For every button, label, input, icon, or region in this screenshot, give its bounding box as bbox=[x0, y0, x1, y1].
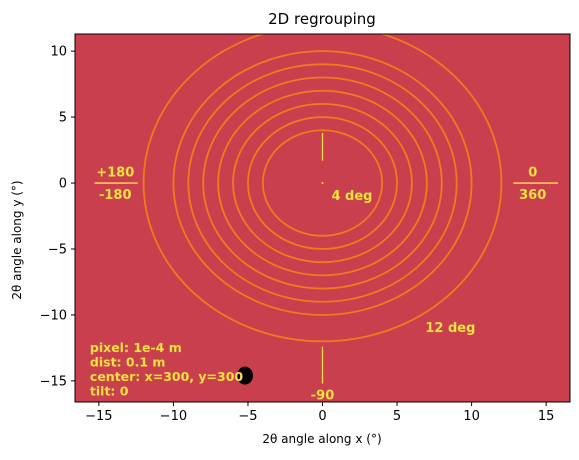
ring-3 bbox=[232, 103, 413, 264]
y-tick-label: 10 bbox=[50, 45, 67, 60]
x-tick-label: 5 bbox=[393, 409, 401, 424]
x-tick-label: 15 bbox=[538, 409, 555, 424]
x-axis-label: 2θ angle along x (°) bbox=[262, 432, 381, 446]
x-tick-label: −15 bbox=[85, 409, 112, 424]
x-tick-label: 10 bbox=[463, 409, 480, 424]
info-line-2: dist: 0.1 m bbox=[90, 354, 166, 369]
y-tick-label: 0 bbox=[59, 177, 67, 192]
y-tick-label: −15 bbox=[40, 374, 67, 389]
x-tick-label: 0 bbox=[318, 409, 326, 424]
chart-title: 2D regrouping bbox=[268, 10, 376, 28]
label-inner-ring: 4 deg bbox=[331, 189, 372, 204]
info-line-1: pixel: 1e-4 m bbox=[90, 340, 182, 355]
label-outer-ring: 12 deg bbox=[425, 321, 475, 336]
label-left-top: +180 bbox=[96, 165, 134, 180]
ring-7 bbox=[172, 50, 473, 316]
label-left-bottom: -180 bbox=[99, 188, 132, 203]
info-line-4: tilt: 0 bbox=[90, 383, 129, 398]
x-tick-label: −5 bbox=[238, 409, 257, 424]
y-tick-label: 5 bbox=[59, 111, 67, 126]
label-right-bottom: 360 bbox=[519, 188, 546, 203]
y-tick-label: −10 bbox=[40, 308, 67, 323]
ring-8 bbox=[142, 34, 503, 343]
y-tick-label: −5 bbox=[48, 242, 67, 257]
info-line-3: center: x=300, y=300 bbox=[90, 369, 244, 384]
ring-1 bbox=[261, 129, 384, 237]
ring-2 bbox=[247, 116, 398, 250]
ring-6 bbox=[187, 63, 458, 303]
ring-5 bbox=[202, 76, 443, 290]
ring-4 bbox=[217, 89, 428, 277]
beamstop bbox=[236, 366, 253, 385]
label-right-top: 0 bbox=[528, 165, 537, 180]
x-tick-label: −10 bbox=[160, 409, 187, 424]
center-mark bbox=[321, 182, 324, 185]
label-bottom: -90 bbox=[311, 388, 335, 403]
y-axis-label: 2θ angle along y (°) bbox=[10, 180, 24, 299]
